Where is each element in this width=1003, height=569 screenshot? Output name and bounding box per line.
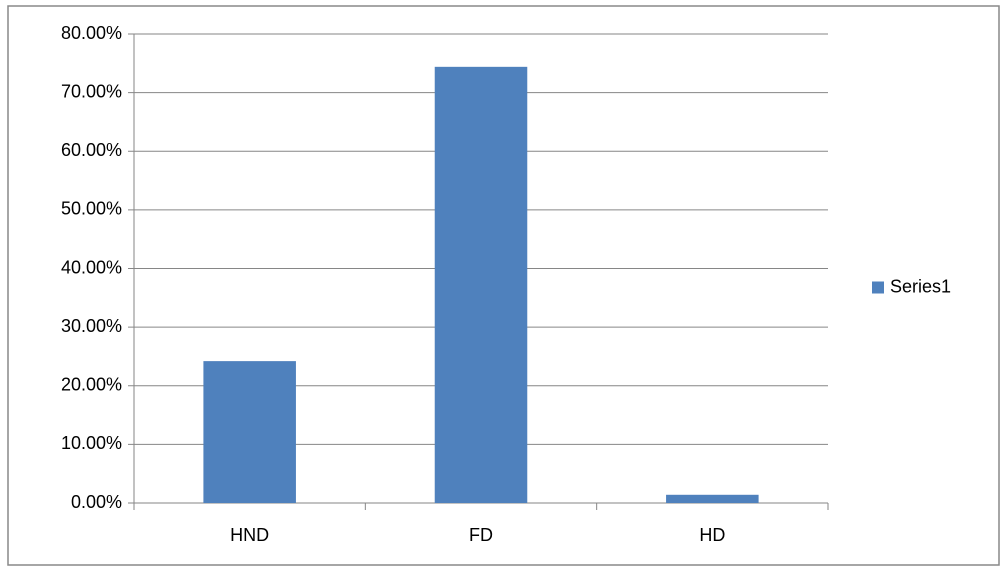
y-tick-label: 40.00% xyxy=(61,257,122,277)
bar xyxy=(666,494,759,503)
legend-label: Series1 xyxy=(890,276,951,296)
y-tick-label: 60.00% xyxy=(61,140,122,160)
bar xyxy=(434,66,528,503)
y-tick-label: 0.00% xyxy=(71,492,122,512)
y-tick-label: 70.00% xyxy=(61,81,122,101)
x-tick-label: HND xyxy=(230,525,269,545)
y-tick-label: 80.00% xyxy=(61,23,122,43)
y-tick-label: 30.00% xyxy=(61,316,122,336)
y-tick-label: 20.00% xyxy=(61,375,122,395)
bar xyxy=(203,361,296,503)
x-tick-label: HD xyxy=(699,525,725,545)
x-tick-label: FD xyxy=(469,525,493,545)
y-tick-label: 50.00% xyxy=(61,199,122,219)
y-tick-label: 10.00% xyxy=(61,433,122,453)
legend-swatch xyxy=(872,281,884,294)
